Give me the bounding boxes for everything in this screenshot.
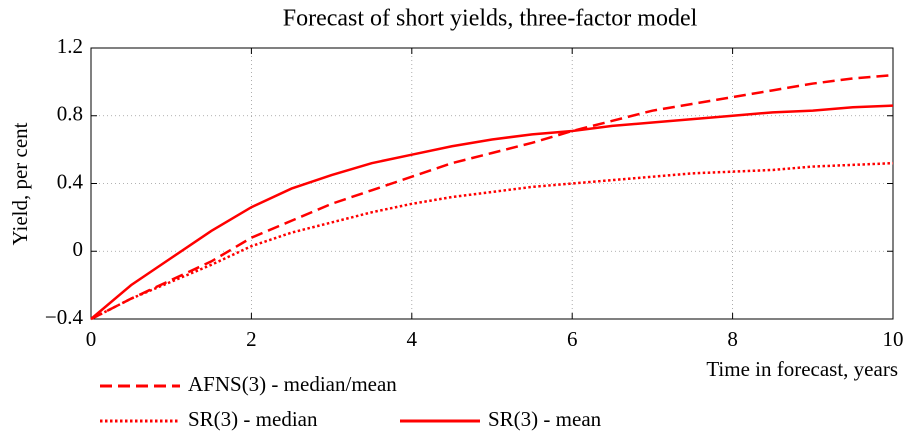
x-tick-label: 8 bbox=[727, 327, 738, 351]
series-line bbox=[90, 73, 894, 321]
y-tick-label: 0 bbox=[73, 237, 84, 261]
chart-title: Forecast of short yields, three-factor m… bbox=[283, 6, 698, 32]
legend-label: SR(3) - mean bbox=[488, 407, 602, 431]
series-line bbox=[90, 104, 894, 320]
y-tick-label: 1.2 bbox=[57, 34, 83, 58]
legend-label: SR(3) - median bbox=[188, 407, 318, 431]
y-tick-label: 0.8 bbox=[57, 102, 83, 126]
series-line bbox=[90, 161, 894, 321]
x-tick-label: 10 bbox=[883, 327, 904, 351]
plot-frame bbox=[90, 47, 894, 320]
y-tick-label: 0.4 bbox=[57, 169, 84, 193]
x-tick-label: 6 bbox=[567, 327, 578, 351]
x-tick-label: 0 bbox=[86, 327, 97, 351]
x-tick-label: 2 bbox=[246, 327, 257, 351]
legend-label: AFNS(3) - median/mean bbox=[188, 372, 397, 396]
x-axis-label: Time in forecast, years bbox=[706, 357, 898, 381]
y-tick-label: −0.4 bbox=[45, 305, 84, 329]
x-tick-label: 4 bbox=[407, 327, 418, 351]
y-axis-label: Yield, per cent bbox=[8, 122, 32, 245]
